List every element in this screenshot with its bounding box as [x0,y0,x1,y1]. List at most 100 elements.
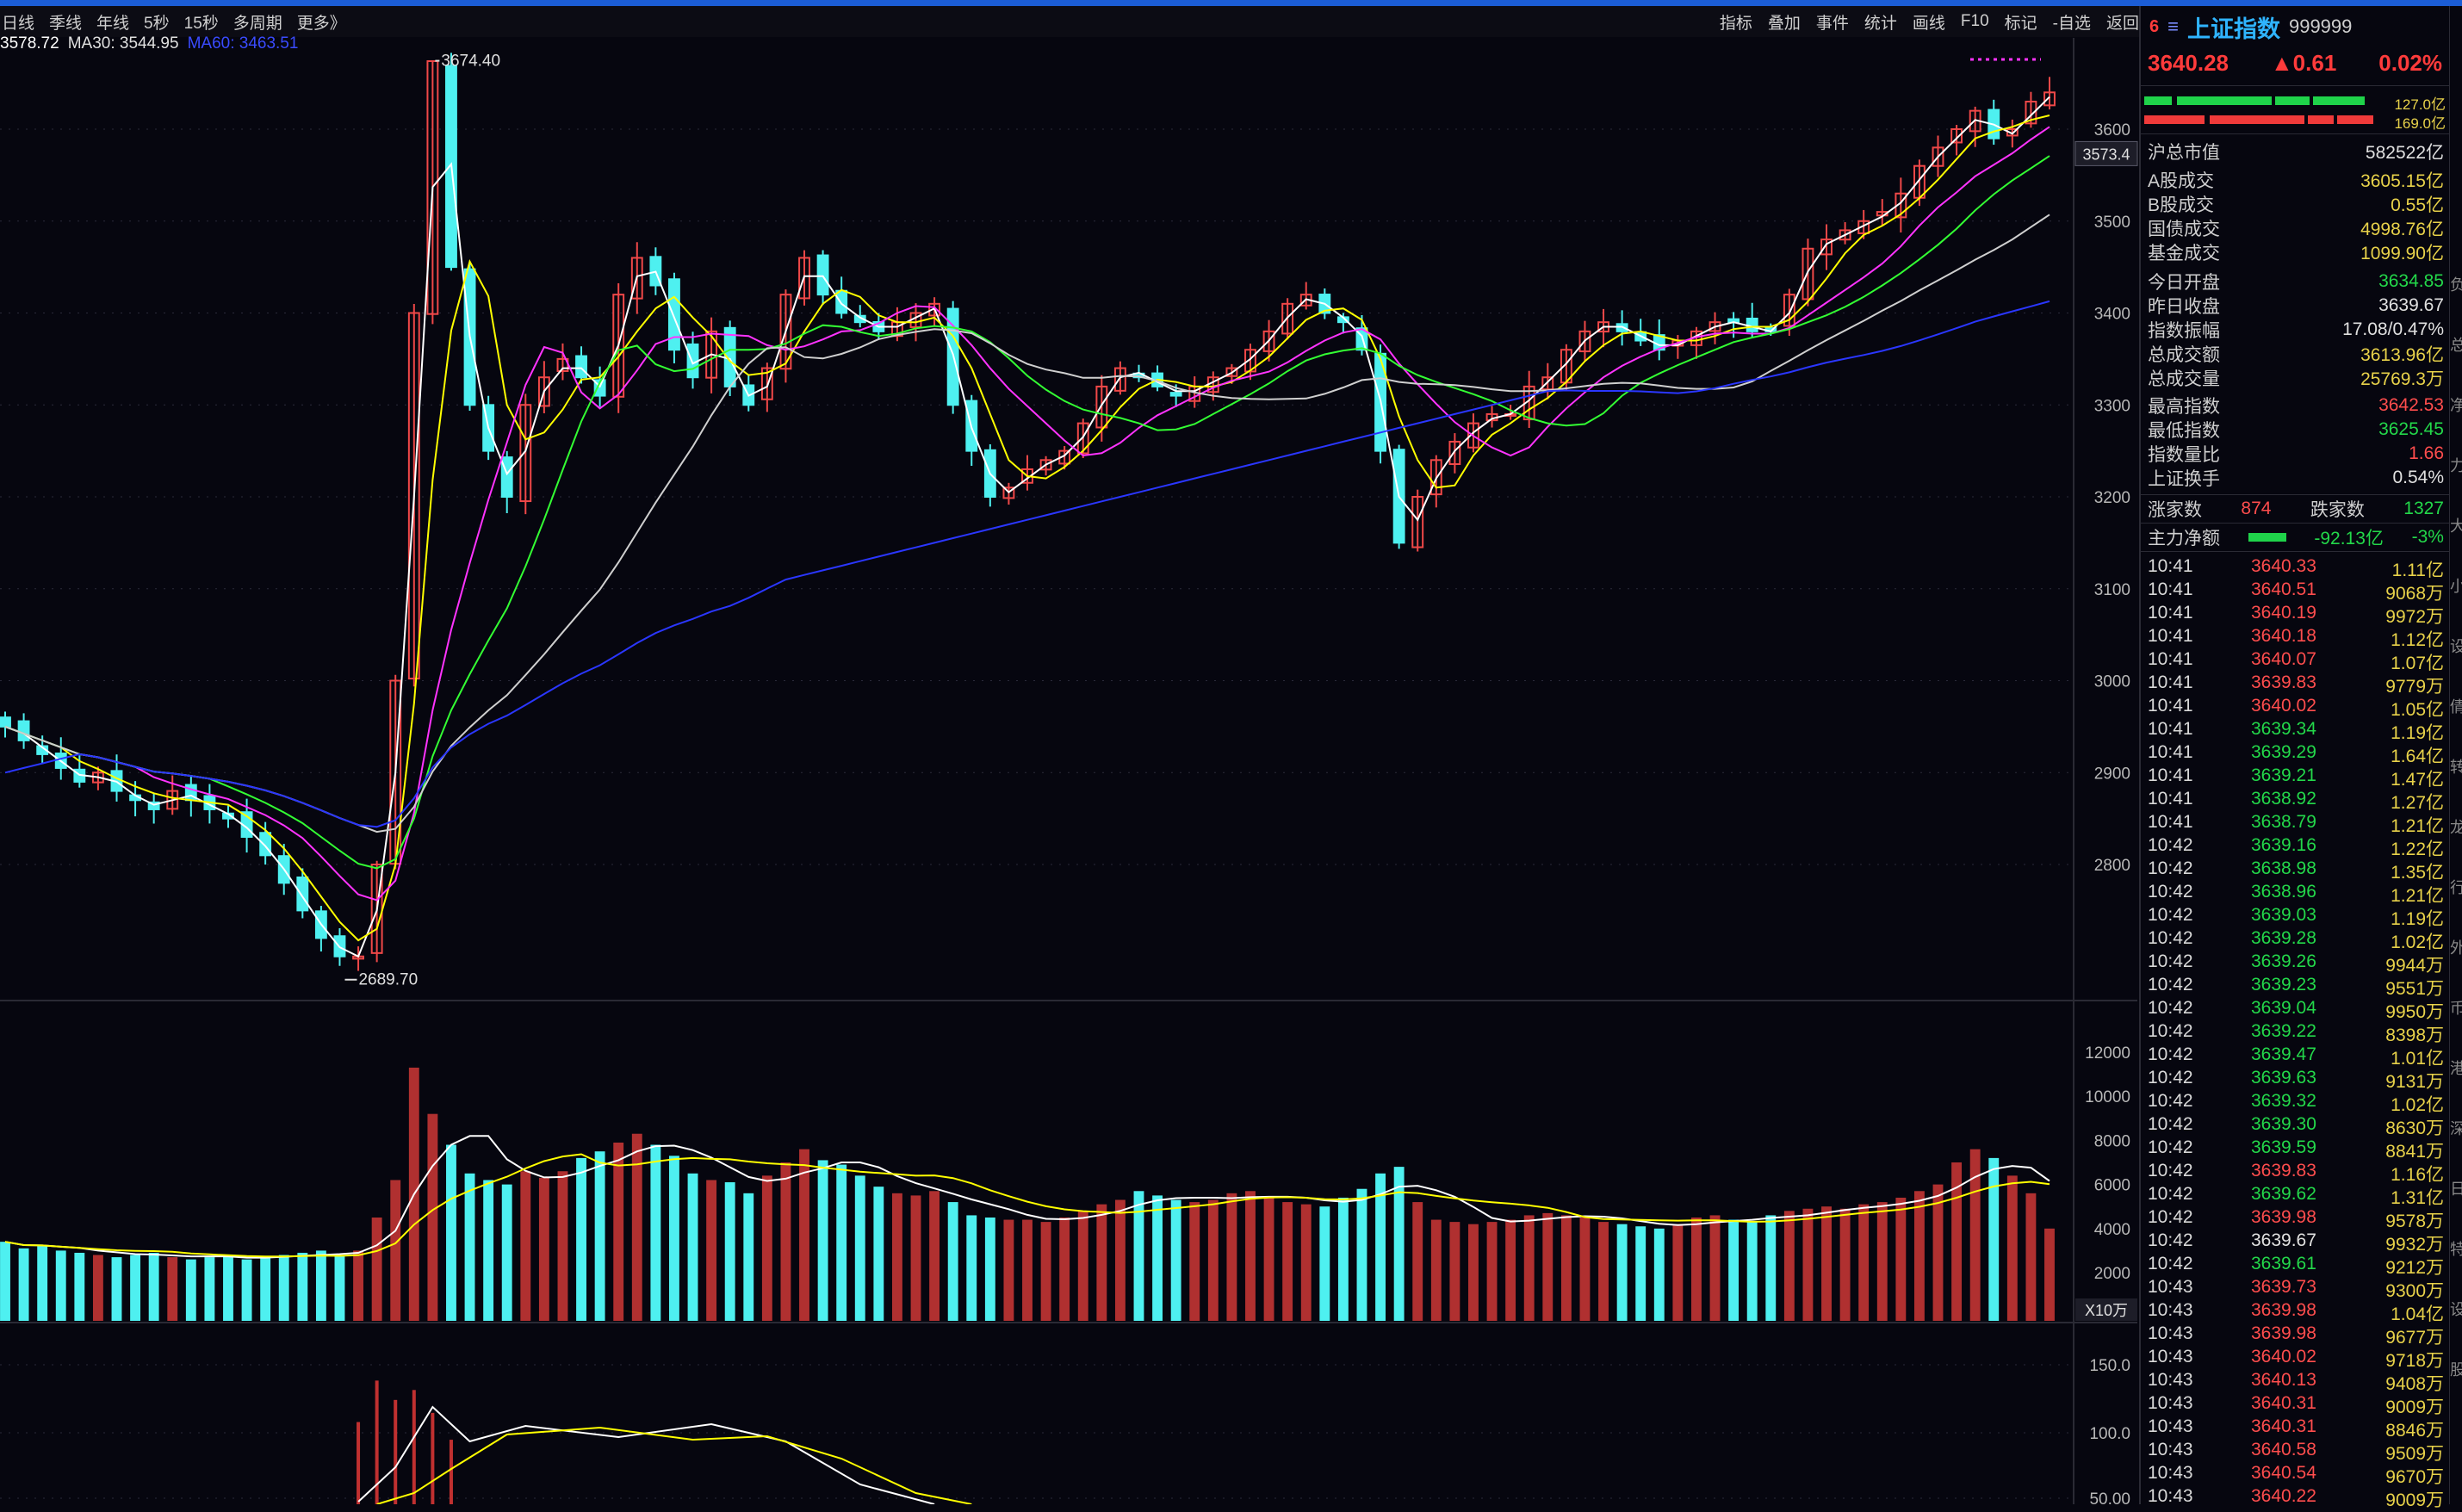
tool-button[interactable]: 返回 [2105,14,2139,33]
tick-row: 10:41 3640.18 1.12亿 [2148,626,2444,650]
volume-tick-label: 2000 [2094,1265,2130,1283]
price-line: 3640.28 ▲0.61 0.02% [2148,46,2442,80]
price-change: ▲0.61 [2270,49,2337,76]
period-tab[interactable]: 季线 [49,14,83,33]
volume-bar [1560,1215,1572,1321]
volume-bar [92,1255,103,1321]
tick-volume: 9009万 [2385,1490,2444,1510]
ma-legend-item: MA60: 3463.51 [187,34,299,53]
tick-volume: 1.11亿 [2391,561,2444,580]
low-annotation: 2689.70 [358,971,418,989]
volume-bar [910,1195,921,1321]
volume-bar [1468,1224,1479,1321]
edge-tab-label[interactable]: 设 [2450,1301,2462,1318]
volume-bar [706,1180,717,1321]
volume-bar [55,1250,66,1321]
candle-body [519,404,532,503]
period-tab[interactable]: 更多》 [296,14,346,33]
stat-label: 最低指数 [2148,421,2220,441]
tick-volume: 1.12亿 [2391,630,2444,650]
tool-button[interactable]: 标记 [2004,14,2037,33]
volume-bar [353,1250,363,1321]
tick-volume: 1.31亿 [2391,1188,2444,1208]
tick-row: 10:43 3640.22 9009万 [2148,1486,2444,1510]
volume-bar [947,1202,958,1321]
volume-bar [148,1252,159,1321]
tick-time: 10:43 [2148,1347,2193,1366]
volume-bar [390,1180,401,1321]
buy-power-bar: 127.0亿 [2144,92,2446,113]
volume-bar [1542,1212,1553,1321]
candle-body [1448,440,1461,466]
kline-chart[interactable]: 3600 3500 3400 3300 3200 3100 3000 2900 2800 3573… [0,38,2139,1504]
tool-button[interactable]: 画线 [1912,14,1945,33]
volume-bar [966,1215,977,1321]
index-name[interactable]: 上证指数 [2186,15,2280,42]
tick-volume: 8846万 [2385,1421,2444,1441]
period-tab[interactable]: 年线 [96,14,130,33]
edge-tab-label[interactable]: 龙 [2450,819,2462,836]
edge-tab-label[interactable]: 行 [2450,879,2462,896]
tool-button[interactable]: -自选 [2052,14,2091,33]
menu-icon[interactable]: ≡ [2167,15,2179,37]
edge-tab-label[interactable]: 特 [2450,1241,2462,1258]
indicator-bar [394,1399,398,1504]
volume-bar [594,1151,605,1321]
period-tab[interactable]: 日线 [2,14,35,33]
edge-tab-label[interactable]: 总 [2450,337,2462,354]
edge-tab-label[interactable]: 小 [2450,578,2462,595]
tick-price: 3639.16 [2251,835,2316,855]
tick-price: 3640.18 [2251,626,2316,646]
edge-tab-label[interactable]: 净 [2450,397,2462,414]
edge-tab-label[interactable]: 倩 [2450,698,2462,716]
volume-bar [1598,1222,1609,1321]
ma-line [4,115,2050,942]
edge-tab-label[interactable]: 币 [2450,1000,2462,1017]
tool-button[interactable]: F10 [1960,12,1989,30]
volume-bar [1505,1219,1516,1321]
tool-button[interactable]: 统计 [1864,14,1897,33]
edge-tab-label[interactable]: 深 [2450,1120,2462,1137]
stat-value: 3625.45 [2378,419,2444,439]
price-change-pct: 0.02% [2378,49,2442,76]
tool-button[interactable]: 叠加 [1767,14,1801,33]
edge-tab-label[interactable]: 转 [2450,759,2462,776]
volume-bar [780,1162,791,1321]
tool-button[interactable]: 事件 [1815,14,1849,33]
tick-price: 3639.73 [2251,1277,2316,1297]
volume-bar [241,1259,252,1321]
edge-tab-label[interactable]: 港 [2450,1060,2462,1077]
edge-tab-label[interactable]: 股 [2450,1361,2462,1379]
tick-time: 10:42 [2148,1137,2193,1157]
volume-bar [464,1173,475,1321]
candle-body [1429,459,1442,496]
tool-button[interactable]: 指标 [1719,14,1752,33]
tick-price: 3639.28 [2251,928,2316,948]
edge-tab-label[interactable]: 外 [2450,939,2462,957]
edge-tab-label[interactable]: 负 [2450,276,2462,294]
stat-label: 基金成交 [2148,244,2220,263]
edge-tab-label[interactable]: 力 [2450,457,2462,474]
tick-row: 10:43 3640.58 9509万 [2148,1440,2444,1464]
tick-row: 10:42 3639.26 9944万 [2148,951,2444,976]
stat-value: 3605.15亿 [2360,171,2444,191]
edge-tab-label[interactable]: 日 [2450,1180,2462,1198]
period-tab[interactable]: 5秒 [144,14,170,33]
divider [2141,85,2449,86]
tick-price: 3639.83 [2251,1161,2316,1180]
volume-bar [204,1257,215,1321]
volume-bar [1765,1215,1777,1321]
edge-tab-label[interactable]: 设 [2450,638,2462,655]
candle-body [668,278,680,351]
tick-volume: 9677万 [2385,1328,2444,1348]
period-tab[interactable]: 15秒 [183,14,219,33]
tick-time: 10:43 [2148,1277,2193,1297]
volume-bar [2006,1175,2018,1321]
edge-tab-label[interactable]: 大 [2450,517,2462,535]
tick-row: 10:41 3639.29 1.64亿 [2148,742,2444,766]
period-tab[interactable]: 多周期 [233,14,282,33]
tick-row: 10:42 3639.63 9131万 [2148,1068,2444,1092]
tick-row: 10:41 3640.02 1.05亿 [2148,696,2444,720]
volume-bar [1430,1219,1442,1321]
tick-row: 10:42 3638.98 1.35亿 [2148,858,2444,883]
